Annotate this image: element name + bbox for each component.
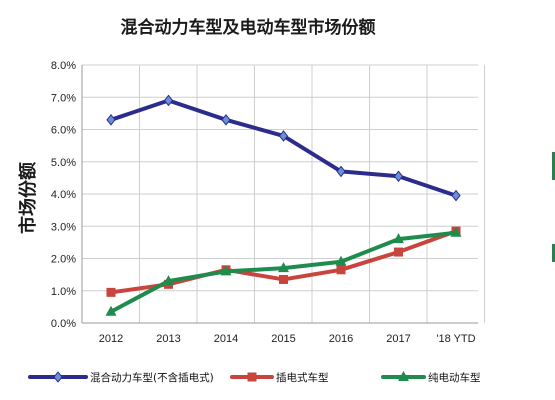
legend-marker [53,371,63,383]
series-1 [106,94,461,202]
data-point [393,233,404,244]
data-point [221,114,231,126]
legend-marker [398,371,409,381]
data-point [450,226,462,237]
gridlines [81,64,485,324]
x-tick-label: 2017 [386,333,410,345]
y-tick-label: 4.0% [51,189,76,201]
data-point [336,165,346,178]
data-point [106,114,116,126]
edge-decoration [552,152,555,180]
x-tick-label: '18 YTD [436,333,475,345]
y-tick-label: 2.0% [51,254,76,266]
y-tick-label: 3.0% [51,221,76,233]
data-point [393,170,404,183]
y-tick-label: 7.0% [51,92,76,104]
data-point [278,130,289,142]
y-tick-label: 5.0% [51,157,76,169]
axes: 0.0% 1.0% 2.0% 3.0% 4.0% 5.0% 6.0% 7.0% 8.0% 2012… [51,60,478,345]
x-tick-label: 2015 [271,333,295,345]
x-tick-label: 2012 [99,333,123,345]
series-3 [105,226,462,316]
data-point [106,287,116,297]
legend-item-2: 插电式车型 [230,371,329,384]
y-tick-label: 6.0% [51,125,76,137]
legend-label: 混合动力车型(不含插电式) [90,371,214,384]
legend-item-1: 混合动力车型(不含插电式) [28,371,214,384]
data-point [278,262,289,273]
legend-marker [247,372,257,382]
legend: 混合动力车型(不含插电式) 插电式车型 纯电动车型 [28,371,481,384]
x-tick-label: 2013 [156,333,180,345]
chart-title: 混合动力车型及电动车型市场份额 [121,17,376,38]
x-tick-label: 2014 [214,333,238,345]
x-tick-label: 2016 [329,333,353,345]
data-point [335,255,347,266]
legend-label: 插电式车型 [276,371,329,384]
data-point [163,275,174,286]
data-point [336,265,346,275]
legend-item-3: 纯电动车型 [381,371,481,384]
y-tick-label: 8.0% [51,60,76,72]
series-line [109,230,458,314]
data-point [451,189,461,202]
y-tick-label: 1.0% [51,286,76,298]
series-group [105,94,462,316]
data-point [279,274,288,284]
data-point [220,265,232,276]
legend-label: 纯电动车型 [428,371,481,384]
y-tick-label: 0.0% [51,318,76,330]
data-point [105,305,117,316]
data-point [163,94,174,107]
series-line [109,98,458,198]
data-point [394,247,403,257]
y-axis-label: 市场份额 [17,162,39,234]
edge-decoration [552,244,555,262]
